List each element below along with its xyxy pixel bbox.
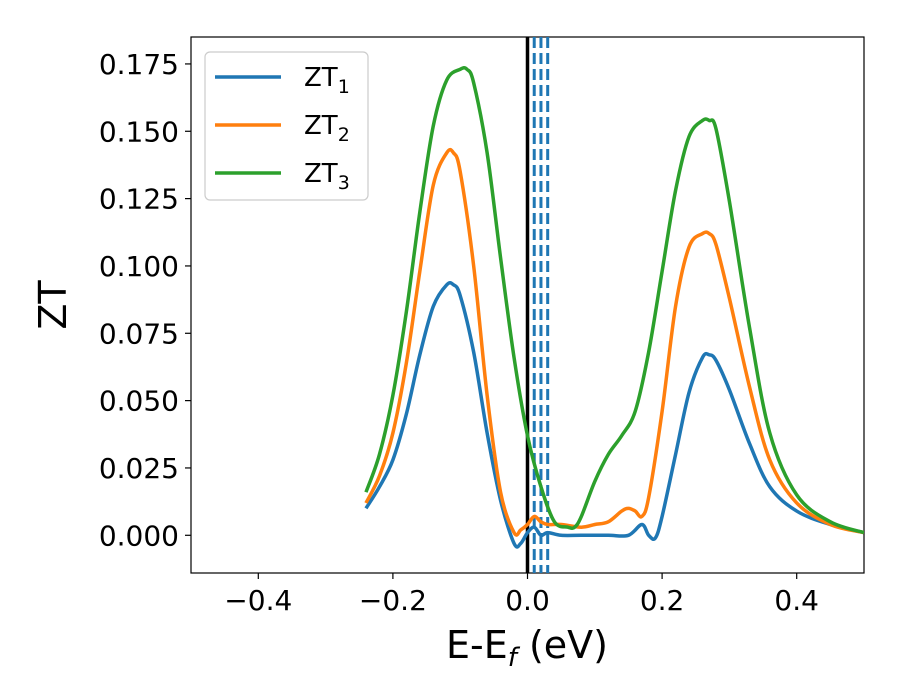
y-tick-label: 0.100 bbox=[99, 250, 179, 283]
y-tick-label: 0.000 bbox=[99, 519, 179, 552]
legend: ZT1 ZT2 ZT3 bbox=[204, 51, 369, 201]
legend-box bbox=[204, 51, 369, 201]
legend-label-ZT3: ZT3 bbox=[304, 159, 350, 194]
reference-lines bbox=[525, 37, 550, 573]
y-tick-label: 0.025 bbox=[99, 452, 179, 485]
y-axis-label: ZT bbox=[31, 280, 75, 330]
series-line-ZT1 bbox=[364, 280, 864, 549]
y-tick-label: 0.175 bbox=[99, 48, 179, 81]
x-axis-label: E-Ef (eV) bbox=[446, 623, 608, 673]
x-axis-ticks: −0.4 −0.2 0.0 0.2 0.4 bbox=[224, 573, 819, 617]
y-tick-label: 0.050 bbox=[99, 385, 179, 418]
legend-label-ZT2: ZT2 bbox=[304, 111, 350, 146]
series-line-ZT2 bbox=[364, 147, 864, 537]
series-lines bbox=[364, 66, 864, 549]
series-line-ZT3 bbox=[364, 66, 864, 535]
x-tick-label: −0.4 bbox=[224, 584, 292, 617]
y-tick-label: 0.075 bbox=[99, 317, 179, 350]
x-tick-label: 0.0 bbox=[505, 584, 550, 617]
x-tick-label: 0.2 bbox=[640, 584, 685, 617]
x-tick-label: −0.2 bbox=[359, 584, 427, 617]
y-tick-label: 0.150 bbox=[99, 115, 179, 148]
x-tick-label: 0.4 bbox=[774, 584, 819, 617]
y-axis-ticks: 0.000 0.025 0.050 0.075 0.100 0.125 0.150 0.175 bbox=[99, 48, 191, 552]
y-tick-label: 0.125 bbox=[99, 183, 179, 216]
legend-label-ZT1: ZT1 bbox=[304, 63, 350, 98]
